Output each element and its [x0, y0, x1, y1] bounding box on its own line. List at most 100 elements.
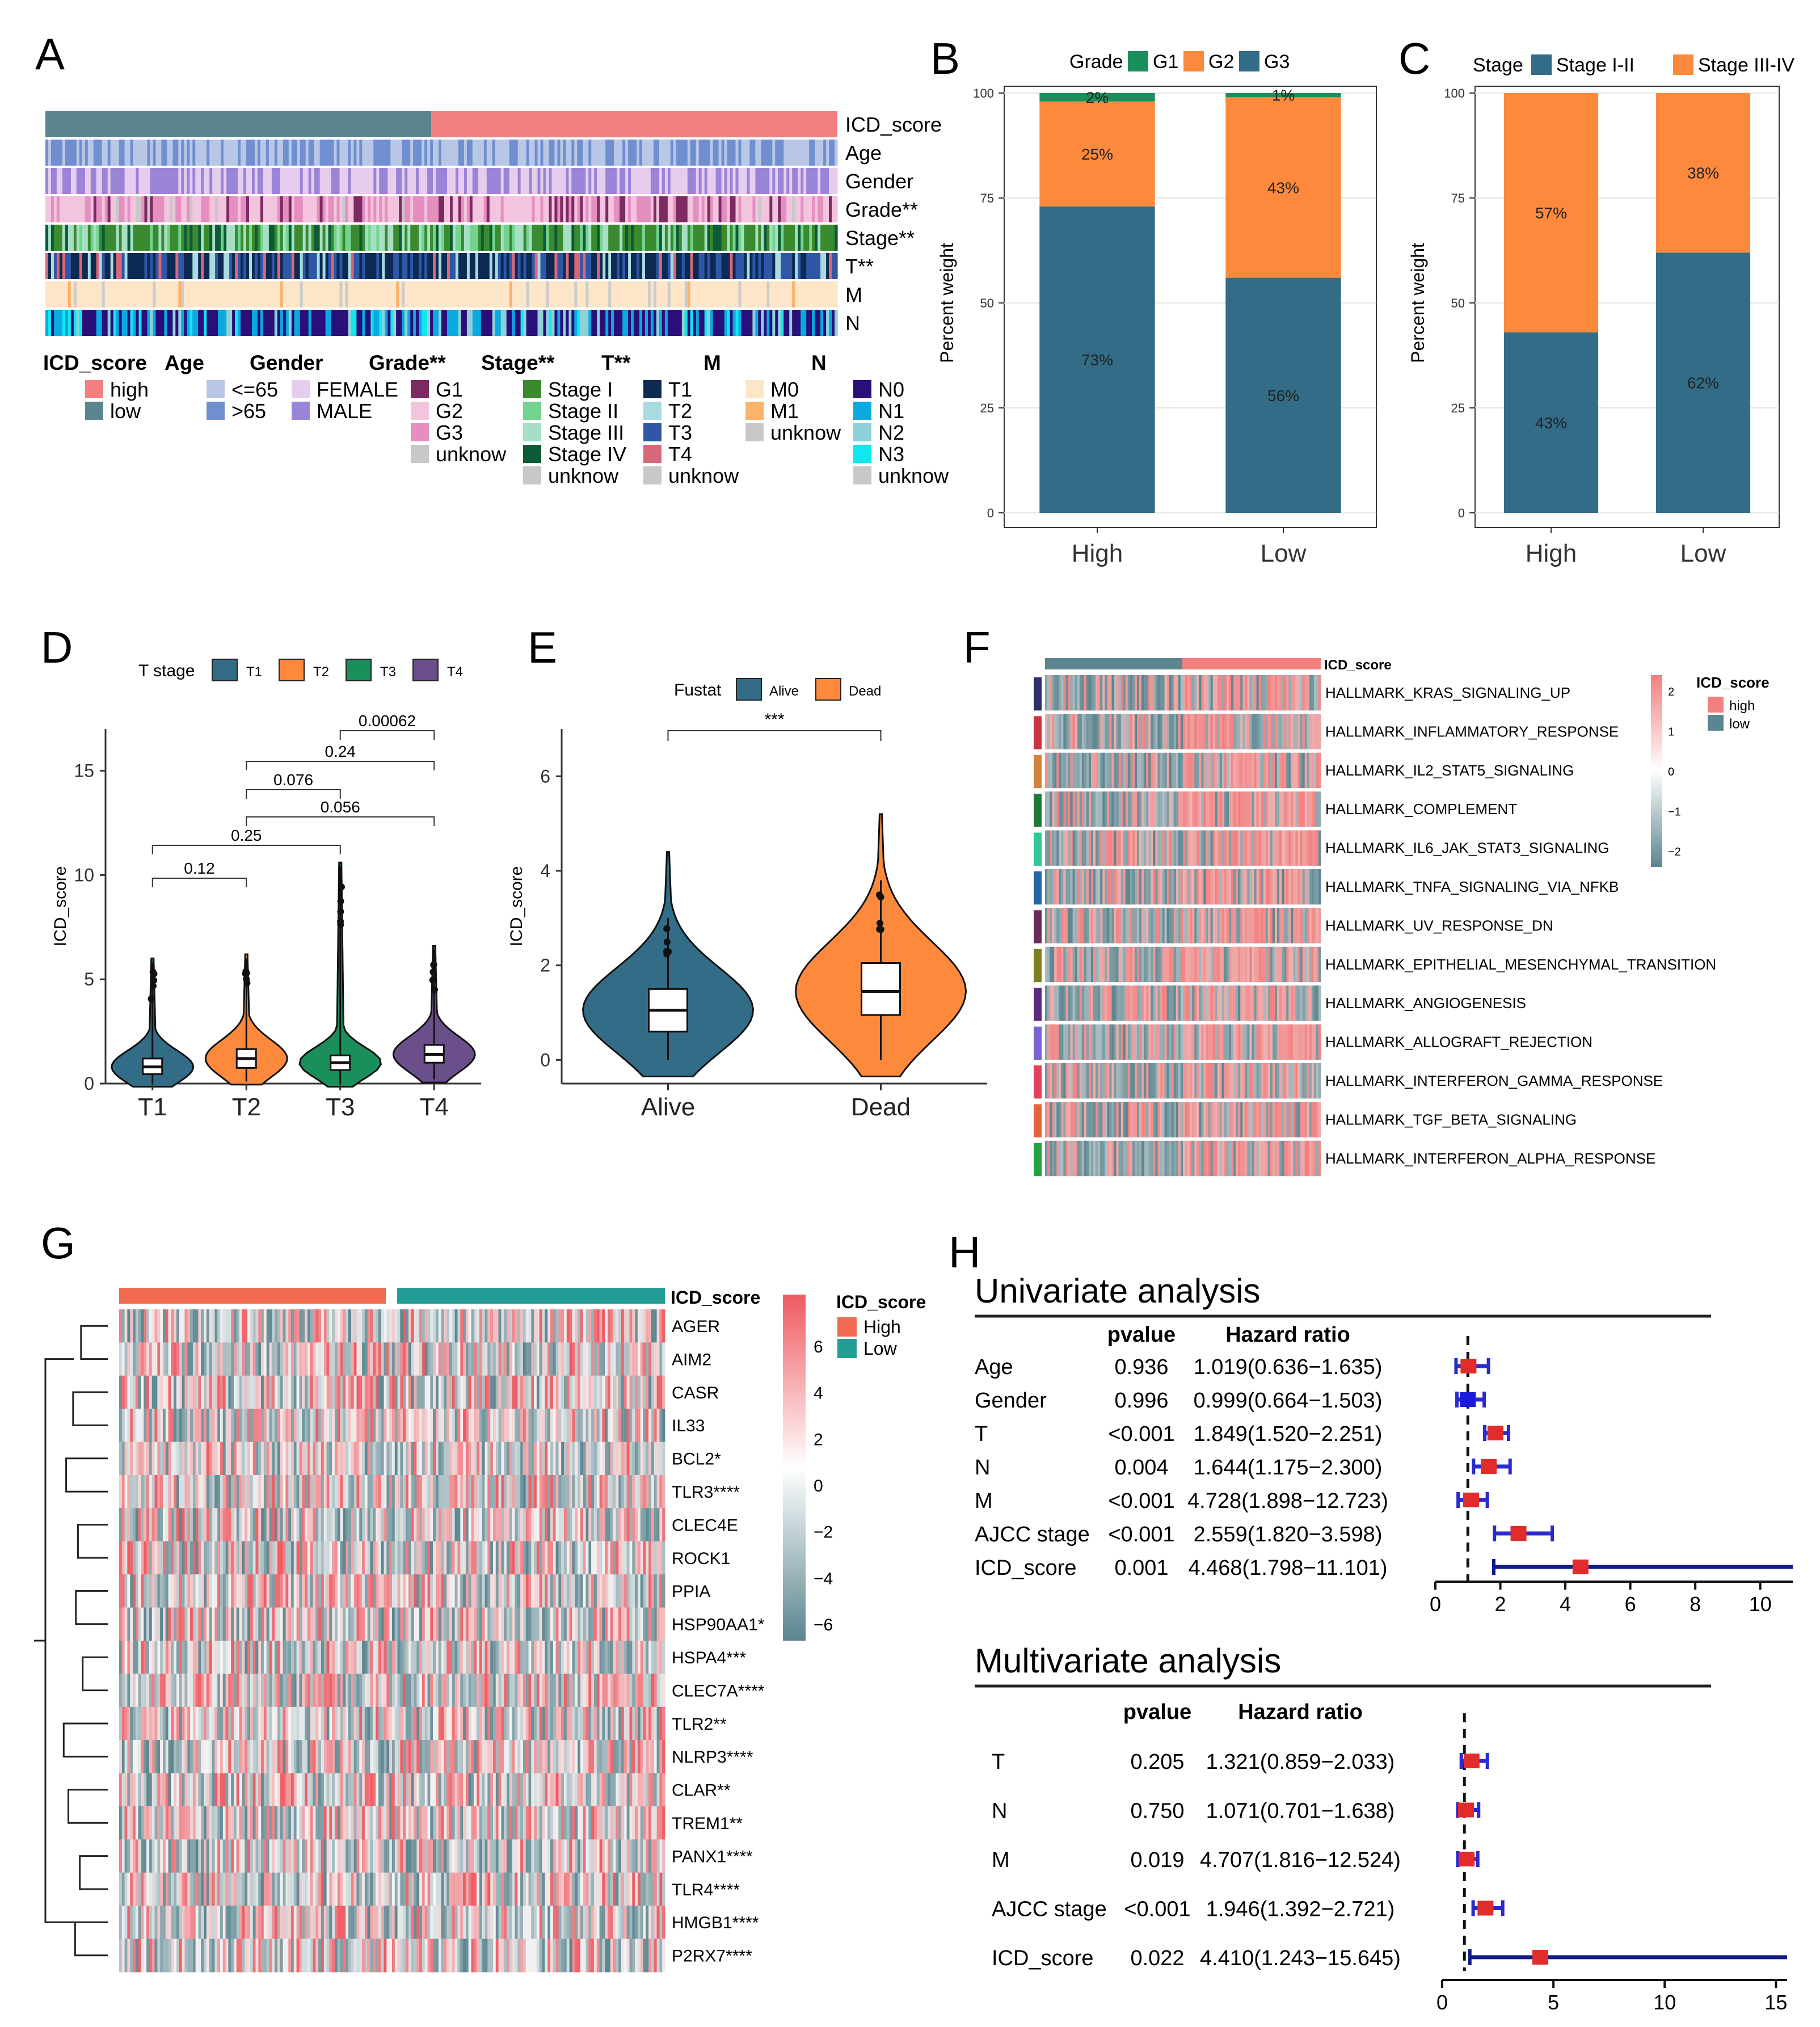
heat-cell [515, 1309, 518, 1343]
panel-letter-c: C [1398, 33, 1430, 83]
track-cell [308, 253, 312, 279]
heat-cell [1190, 908, 1193, 943]
heat-cell [1151, 1102, 1153, 1137]
heat-cell [222, 1375, 226, 1409]
heat-cell [1261, 714, 1264, 749]
heat-cell [269, 1309, 272, 1343]
heat-cell [1297, 1063, 1300, 1099]
heat-cell [400, 1342, 403, 1376]
heat-cell [495, 1375, 499, 1409]
track-cell [87, 168, 91, 194]
heat-cell [403, 1309, 406, 1343]
heat-cell [1316, 1102, 1319, 1137]
heat-cell [1169, 1140, 1172, 1177]
track-cell [500, 168, 504, 194]
heat-cell [1098, 714, 1101, 749]
heat-cell [151, 1409, 155, 1443]
heat-cell [495, 1309, 499, 1343]
heat-cell [626, 1409, 630, 1443]
track-cell [815, 196, 818, 222]
track-cell [580, 168, 583, 194]
track-cell [153, 140, 157, 166]
heat-cell [545, 1342, 548, 1376]
heat-cell [1091, 1102, 1094, 1137]
heat-cell [313, 1475, 316, 1508]
track-cell [170, 168, 173, 194]
heat-cell [1151, 985, 1153, 1021]
heat-cell [1194, 1140, 1197, 1177]
track-cell [328, 310, 332, 336]
track-cell [676, 310, 680, 336]
heat-cell [212, 1375, 215, 1409]
track-cell [628, 196, 631, 222]
heat-cell [1178, 830, 1181, 866]
heat-cell [561, 1409, 564, 1443]
heat-cell [1304, 985, 1308, 1021]
heat-cell [1075, 946, 1078, 983]
heat-cell [1157, 675, 1160, 711]
bar-segment-Stage III-IV [1503, 93, 1599, 332]
heat-cell [1185, 1024, 1188, 1060]
bar-segment-G2 [1039, 101, 1155, 207]
heat-cell [1311, 675, 1315, 711]
heat-cell [547, 1342, 551, 1376]
heat-cell [1293, 675, 1296, 711]
heat-cell [1102, 714, 1105, 749]
track-cell [93, 310, 97, 336]
heat-cell [124, 1409, 128, 1443]
heat-cell [340, 1442, 343, 1476]
heat-cell [1236, 946, 1238, 983]
heat-cell [1183, 1024, 1186, 1060]
track-cell [775, 281, 778, 307]
heat-cell [528, 1342, 532, 1376]
track-cell [336, 168, 340, 194]
track-cell [568, 196, 572, 222]
heat-cell [1068, 946, 1071, 983]
heat-cell [1061, 675, 1064, 711]
heat-cell [1261, 830, 1264, 866]
track-cell [430, 225, 433, 251]
track-cell [489, 140, 493, 166]
heat-cell [1160, 1063, 1162, 1099]
track-cell [662, 140, 665, 166]
heat-cell [1166, 752, 1170, 789]
track-cell [634, 196, 637, 222]
track-cell [730, 225, 734, 251]
heat-cell [1261, 985, 1264, 1021]
heat-cell [1302, 1140, 1305, 1177]
heat-cell [1118, 985, 1122, 1021]
track-cell [254, 253, 258, 279]
track-cell [486, 281, 490, 307]
track-cell [241, 253, 244, 279]
heat-cell [1102, 830, 1105, 866]
heat-cell [1148, 869, 1151, 905]
heat-cell [310, 1309, 313, 1343]
track-cell [396, 168, 399, 194]
heat-cell [343, 1309, 346, 1343]
track-cell [73, 253, 77, 279]
track-cell [452, 168, 456, 194]
heat-cell [1105, 1024, 1107, 1060]
track-cell [568, 253, 572, 279]
heat-cell [1293, 908, 1296, 943]
track-cell [62, 310, 66, 336]
track-cell [413, 225, 416, 251]
legend-swatch [853, 445, 871, 463]
heat-cell [1240, 946, 1243, 983]
y-tick-label: 50 [1451, 296, 1465, 310]
heat-cell [1135, 946, 1138, 983]
heat-cell [1307, 946, 1310, 983]
heat-cell [1231, 1024, 1234, 1060]
heat-cell [1288, 752, 1291, 789]
track-cell [492, 168, 496, 194]
track-cell [144, 196, 148, 222]
heat-cell [225, 1442, 229, 1476]
track-cell [676, 225, 680, 251]
track-cell [546, 225, 550, 251]
heat-cell [1270, 714, 1273, 749]
track-cell [670, 281, 674, 307]
heat-cell [1162, 908, 1165, 943]
heat-cell [157, 1475, 161, 1508]
heat-cell [408, 1375, 412, 1409]
heat-cell [1231, 791, 1234, 827]
